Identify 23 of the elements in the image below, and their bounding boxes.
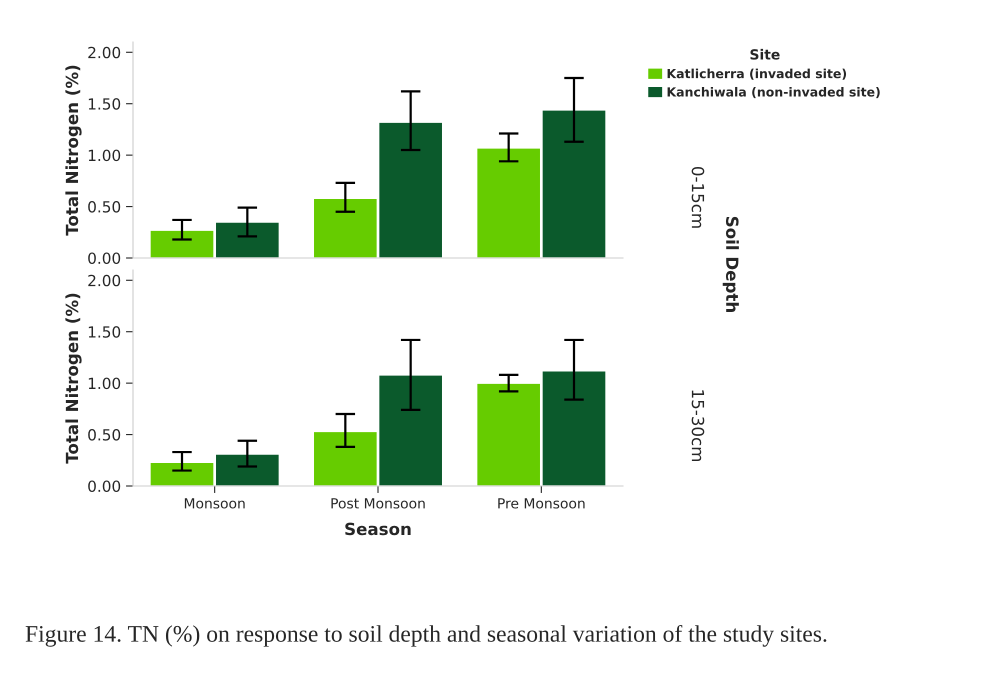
y-axis-title: Total Nitrogen (%)	[65, 66, 82, 236]
caption: Figure 14. TN (%) on response to soil depth and seasonal variation of the study sites.	[26, 625, 826, 647]
x-tick-label: Monsoon	[184, 498, 245, 509]
y-tick-label: 0.00	[88, 480, 120, 492]
y-tick-label: 2.00	[88, 274, 120, 286]
y-tick-label: 0.00	[88, 252, 120, 264]
y-tick-label: 0.50	[88, 429, 120, 441]
text: 15-30cm	[692, 390, 704, 462]
legend-title: Site	[750, 48, 780, 60]
text: Soil Depth	[722, 216, 739, 312]
y-tick-label: 2.00	[88, 46, 120, 58]
y-tick-label: 1.50	[88, 98, 120, 110]
x-tick-label: Post Monsoon	[331, 498, 425, 509]
y-axis-title: Total Nitrogen (%)	[65, 294, 82, 464]
text: 0-15cm	[692, 167, 704, 228]
y-tick-label: 1.00	[88, 150, 120, 162]
legend-label: Katlicherra (invaded site)	[668, 68, 846, 80]
y-tick-label: 0.50	[88, 201, 120, 213]
x-axis-title: Season	[345, 522, 411, 536]
y-tick-label: 1.00	[88, 378, 120, 390]
legend-label: Kanchiwala (non-invaded site)	[668, 86, 880, 98]
y-tick-label: 1.50	[88, 326, 120, 338]
x-tick-label: Pre Monsoon	[498, 498, 585, 509]
